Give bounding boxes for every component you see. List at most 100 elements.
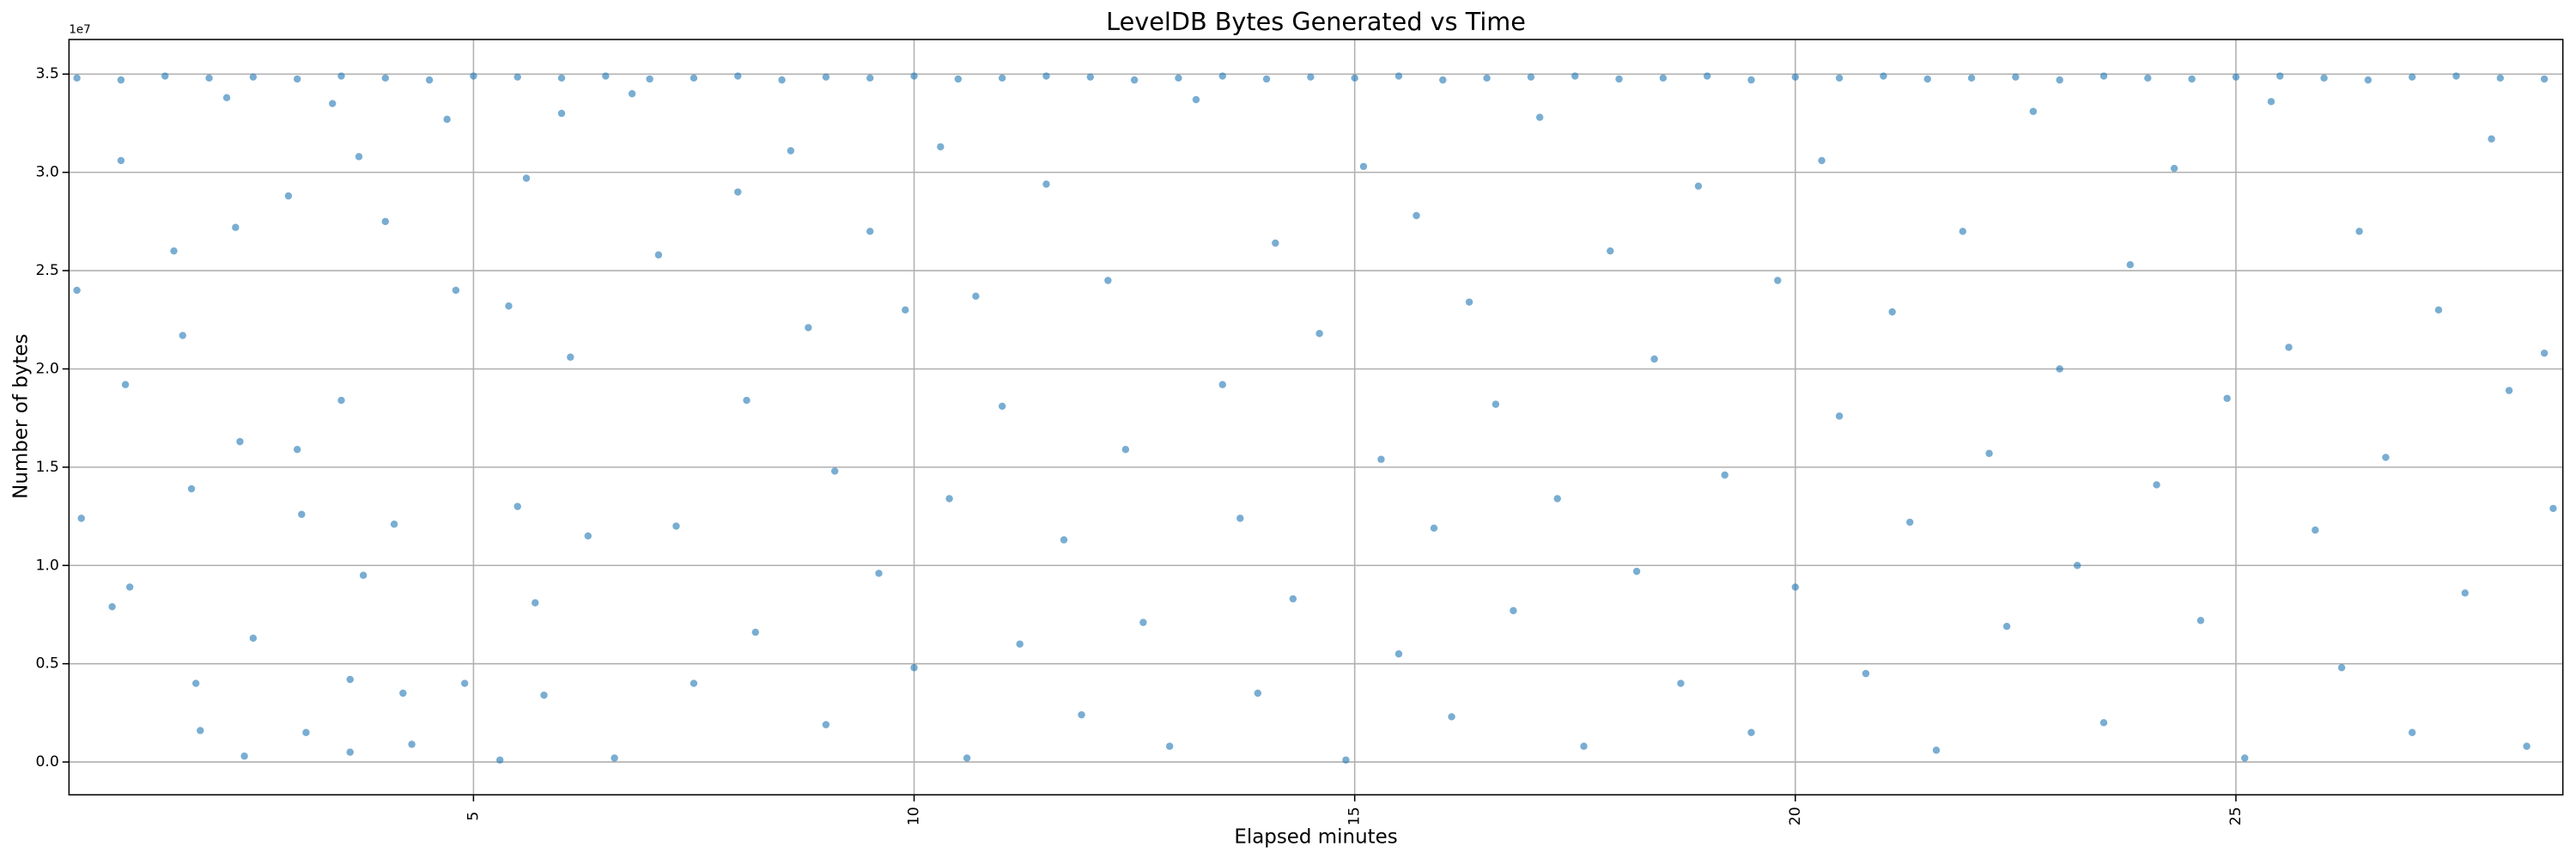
point xyxy=(121,381,130,388)
point xyxy=(1835,412,1844,420)
point xyxy=(2312,526,2319,534)
y-axis-label: Number of bytes xyxy=(9,333,32,498)
y-tick-label: 1.5 xyxy=(36,459,59,476)
point xyxy=(1289,594,1297,603)
point xyxy=(2241,754,2249,762)
point xyxy=(1377,455,1385,463)
point xyxy=(2056,76,2063,84)
point xyxy=(408,740,416,748)
point xyxy=(910,72,918,80)
offset-label: 1e7 xyxy=(69,23,90,36)
point xyxy=(2276,72,2284,80)
point xyxy=(1042,180,1050,188)
y-tick-label: 2.0 xyxy=(36,360,59,377)
point xyxy=(2223,394,2231,402)
point xyxy=(1483,74,1491,82)
point xyxy=(1959,228,1967,235)
point xyxy=(470,72,477,80)
point xyxy=(1104,277,1112,284)
point xyxy=(222,94,231,101)
point xyxy=(2002,622,2011,631)
point xyxy=(522,174,531,182)
point xyxy=(2452,72,2460,80)
point xyxy=(170,247,178,255)
point xyxy=(805,324,812,332)
x-tick-label: 20 xyxy=(1787,807,1804,825)
point xyxy=(1774,277,1782,284)
point xyxy=(381,217,389,226)
point xyxy=(2408,73,2416,81)
point xyxy=(1394,650,1403,658)
point xyxy=(945,495,953,503)
point xyxy=(1694,182,1703,190)
point xyxy=(1535,113,1544,121)
point xyxy=(751,628,760,637)
point xyxy=(108,603,116,611)
point xyxy=(249,73,258,81)
point xyxy=(1553,495,1561,503)
point xyxy=(2099,719,2108,727)
point xyxy=(1448,713,1455,721)
point xyxy=(1510,606,1517,615)
point xyxy=(232,223,240,231)
point xyxy=(1818,156,1826,165)
point xyxy=(513,503,521,510)
point xyxy=(937,143,945,151)
point xyxy=(690,74,698,82)
point xyxy=(117,76,125,84)
point xyxy=(778,76,786,84)
x-tick-label: 10 xyxy=(906,807,923,825)
point xyxy=(672,522,680,530)
x-tick-label: 15 xyxy=(1346,807,1364,825)
point xyxy=(1307,73,1315,81)
point xyxy=(1615,75,1623,83)
point xyxy=(1139,618,1147,626)
point xyxy=(1165,742,1174,750)
point xyxy=(1967,74,1976,82)
point xyxy=(1571,72,1579,80)
y-tick-label: 3.5 xyxy=(36,65,59,82)
point xyxy=(337,396,345,405)
point xyxy=(381,74,389,82)
point xyxy=(1262,75,1271,83)
point xyxy=(2056,365,2063,373)
point xyxy=(1218,72,1226,80)
point xyxy=(513,73,521,81)
point xyxy=(293,446,301,454)
point xyxy=(452,286,460,295)
point xyxy=(866,228,874,235)
point xyxy=(611,754,618,762)
point xyxy=(1236,515,1244,522)
point xyxy=(998,74,1006,82)
point xyxy=(2285,344,2293,351)
point xyxy=(646,75,653,83)
point xyxy=(495,756,504,765)
point xyxy=(298,510,306,518)
point xyxy=(540,691,548,699)
point xyxy=(284,192,293,200)
point xyxy=(628,89,636,98)
point xyxy=(1413,211,1420,220)
point xyxy=(2196,617,2205,624)
point xyxy=(191,679,200,687)
point xyxy=(337,72,345,80)
point xyxy=(2505,387,2513,394)
point xyxy=(1607,247,1614,255)
point xyxy=(1888,308,1896,316)
point xyxy=(2170,164,2178,173)
point xyxy=(329,100,337,107)
point xyxy=(1351,74,1358,82)
point xyxy=(1218,381,1226,388)
point xyxy=(460,679,469,687)
point xyxy=(2126,260,2135,269)
point xyxy=(1747,728,1755,736)
point xyxy=(73,286,81,295)
point xyxy=(734,72,742,80)
point xyxy=(390,521,398,528)
point xyxy=(787,147,795,155)
point xyxy=(1192,95,1200,104)
point xyxy=(743,396,750,405)
point xyxy=(1394,72,1403,80)
point xyxy=(822,721,830,728)
point xyxy=(77,515,85,522)
